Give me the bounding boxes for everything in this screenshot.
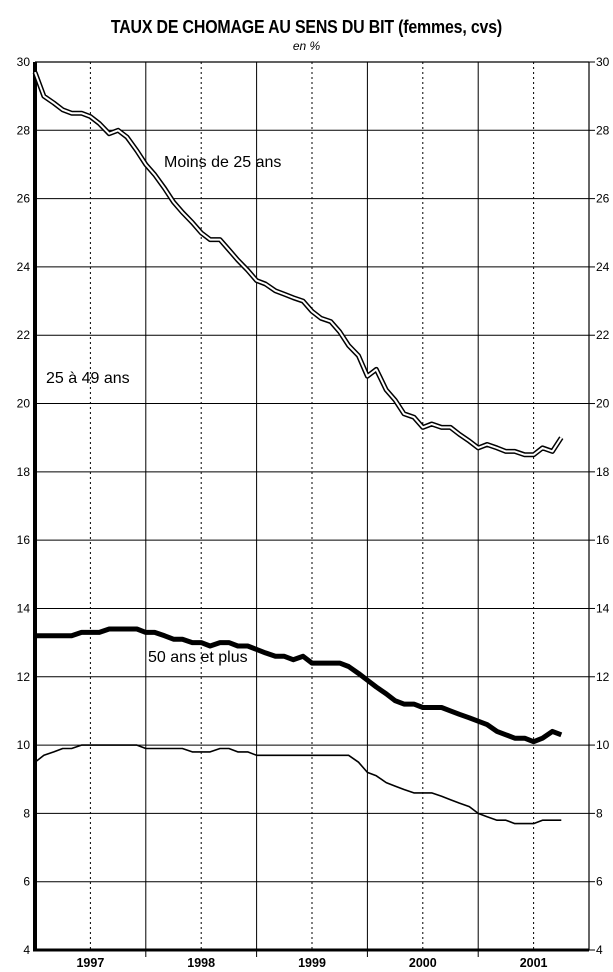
chart-subtitle: en % — [292, 39, 321, 53]
y-tick-label-left: 14 — [17, 601, 31, 615]
y-tick-label-right: 24 — [596, 260, 610, 274]
x-tick-label: 2000 — [409, 956, 437, 970]
y-tick-label-right: 26 — [596, 192, 610, 206]
y-tick-label-right: 18 — [596, 465, 610, 479]
y-tick-label-right: 20 — [596, 397, 610, 411]
y-tick-label-right: 30 — [596, 55, 610, 69]
y-tick-label-right: 12 — [596, 670, 610, 684]
y-tick-label-right: 10 — [596, 738, 610, 752]
series-line-0-outer — [32, 71, 564, 458]
y-tick-label-left: 30 — [17, 55, 31, 69]
y-tick-label-left: 8 — [23, 806, 30, 820]
series-line-0-inner — [34, 71, 563, 456]
y-tick-label-right: 28 — [596, 123, 610, 137]
y-tick-label-right: 6 — [596, 875, 603, 889]
series-label-50-plus: 50 ans et plus — [148, 649, 248, 666]
y-tick-label-left: 20 — [17, 397, 31, 411]
y-tick-label-right: 14 — [596, 601, 610, 615]
y-tick-label-left: 12 — [17, 670, 31, 684]
y-tick-label-left: 22 — [17, 328, 31, 342]
series-line-2 — [34, 744, 562, 825]
series-lines — [32, 71, 564, 825]
y-tick-label-left: 26 — [17, 192, 31, 206]
y-tick-label-right: 4 — [596, 943, 603, 957]
series-line-1 — [35, 626, 563, 745]
series-label-25-49: 25 à 49 ans — [46, 370, 130, 387]
y-tick-label-left: 18 — [17, 465, 31, 479]
x-tick-label: 1997 — [76, 956, 104, 970]
axes — [33, 61, 595, 957]
y-tick-label-left: 24 — [17, 260, 31, 274]
x-tick-label: 1999 — [298, 956, 326, 970]
chart-title: TAUX DE CHOMAGE AU SENS DU BIT (femmes, … — [110, 16, 502, 37]
y-tick-label-right: 22 — [596, 328, 610, 342]
x-tick-label: 1998 — [187, 956, 215, 970]
grid-lines — [35, 62, 589, 950]
y-tick-label-left: 6 — [23, 875, 30, 889]
y-tick-label-left: 16 — [17, 533, 31, 547]
y-tick-label-left: 10 — [17, 738, 31, 752]
y-tick-label-left: 28 — [17, 123, 31, 137]
y-tick-label-right: 8 — [596, 806, 603, 820]
tick-labels: 4 4 6 6 8 8 10 10 12 12 14 14 16 16 18 18 20 20 22 22 24 24 26… — [17, 55, 610, 970]
y-tick-label-right: 16 — [596, 533, 610, 547]
series-label-under-25: Moins de 25 ans — [164, 154, 281, 171]
y-tick-label-left: 4 — [23, 943, 30, 957]
x-tick-label: 2001 — [520, 956, 548, 970]
